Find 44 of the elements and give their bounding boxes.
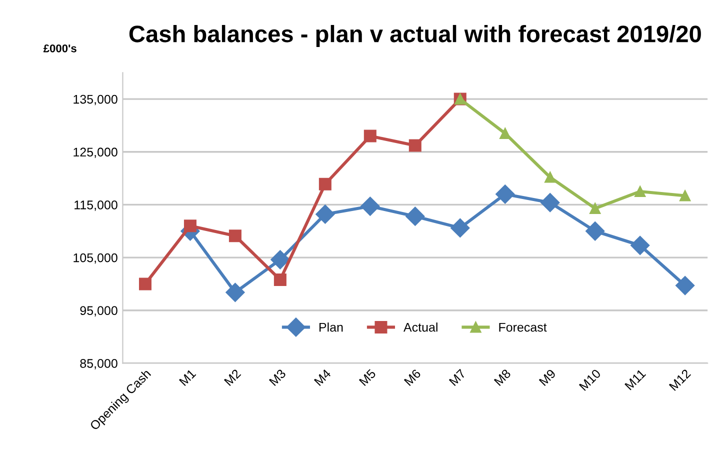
point	[270, 250, 290, 270]
point	[138, 278, 152, 290]
legend-label: Forecast	[499, 322, 547, 332]
point	[318, 178, 332, 190]
point	[408, 139, 422, 152]
y-tick-label: 105,000	[74, 253, 118, 264]
y-tick-label: 95,000	[80, 306, 118, 316]
x-tick-label: M5	[358, 368, 376, 386]
point	[406, 206, 425, 226]
legend-label: Plan	[319, 322, 343, 332]
x-tick-label: M8	[494, 368, 512, 386]
point	[500, 128, 511, 139]
point	[450, 218, 470, 238]
x-tick-label: M9	[538, 368, 556, 386]
y-tick-label: 125,000	[74, 148, 118, 158]
point	[540, 193, 560, 212]
point	[184, 220, 196, 232]
point	[364, 130, 376, 142]
x-tick-label: M4	[314, 368, 332, 386]
y-axis-title: £000's	[43, 44, 76, 52]
point	[590, 202, 601, 214]
point	[544, 172, 556, 183]
x-tick-label: M7	[448, 368, 466, 386]
point	[226, 282, 245, 302]
y-tick-label: 85,000	[80, 359, 118, 370]
point	[496, 184, 515, 204]
point	[228, 230, 242, 242]
point	[360, 196, 380, 216]
y-tick-label: 135,000	[74, 94, 118, 106]
point	[586, 222, 605, 241]
legend-label: Actual	[404, 322, 438, 332]
x-tick-label: M2	[224, 368, 242, 386]
point	[676, 276, 695, 296]
x-tick-label: M1	[178, 368, 196, 386]
point	[274, 273, 286, 286]
point	[316, 204, 335, 224]
point	[630, 236, 650, 255]
y-tick-label: 115,000	[74, 200, 118, 211]
x-tick-label: M6	[404, 368, 422, 386]
point	[634, 186, 646, 198]
point	[680, 190, 691, 202]
x-tick-label: M3	[268, 368, 286, 386]
x-tick-label: M11	[624, 368, 646, 390]
chart-title: Cash balances - plan v actual with forecast 2019/20	[129, 24, 701, 47]
